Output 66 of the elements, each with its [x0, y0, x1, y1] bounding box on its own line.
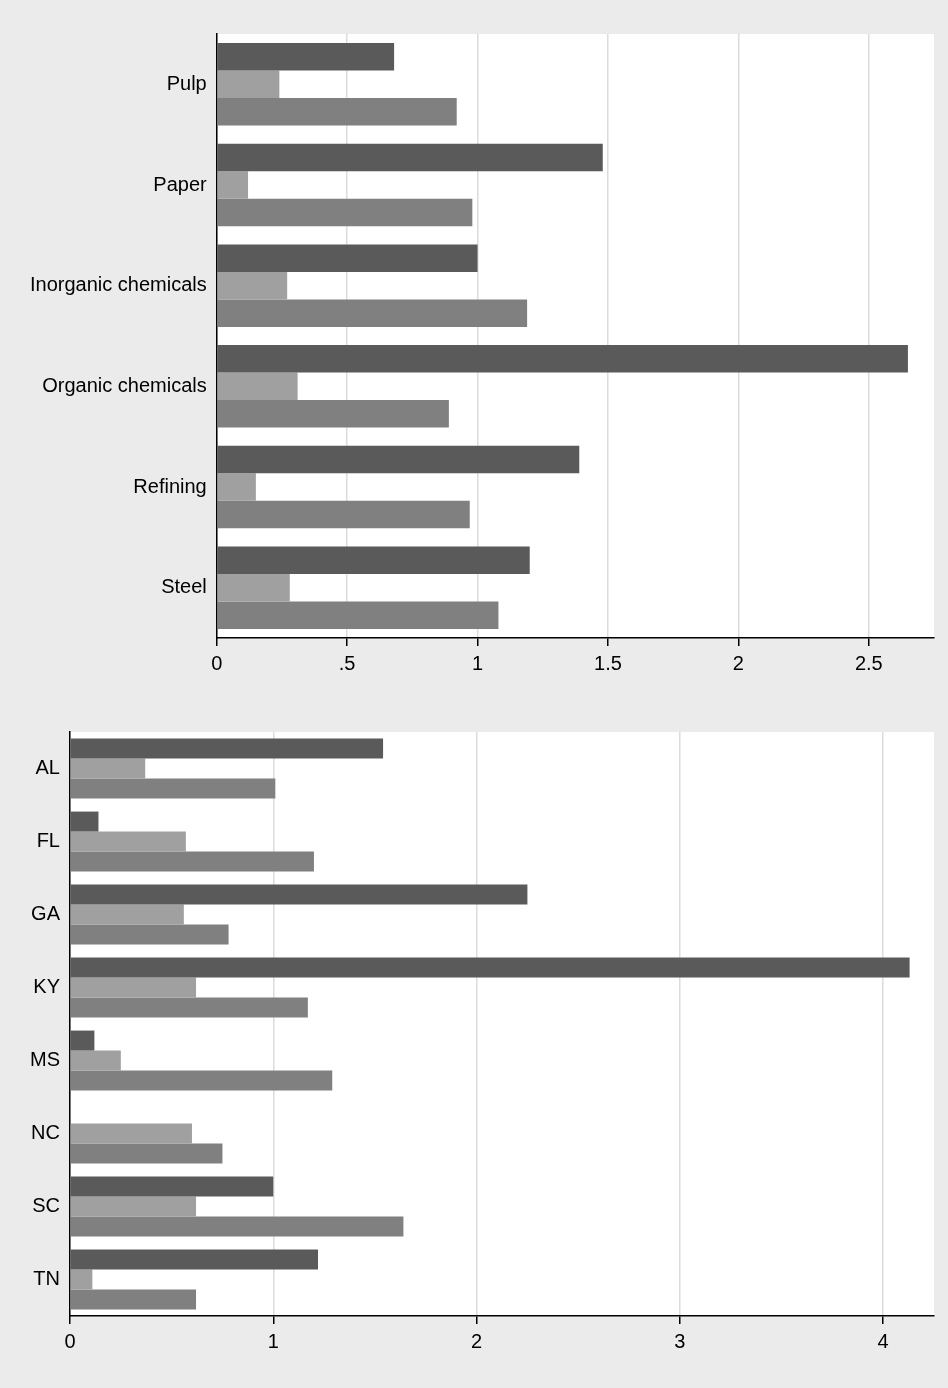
- y-tick-label: Steel: [161, 575, 207, 598]
- x-tick-label: 2.5: [854, 651, 883, 674]
- bar: [70, 758, 146, 779]
- bar: [70, 924, 229, 945]
- bar: [217, 171, 249, 199]
- y-tick-label: NC: [31, 1121, 60, 1144]
- bar: [217, 445, 580, 474]
- bar: [217, 400, 449, 428]
- bar: [70, 738, 384, 759]
- bar: [217, 601, 499, 629]
- x-tick-label: .5: [338, 651, 356, 674]
- bar: [70, 1123, 192, 1144]
- bar: [217, 70, 280, 99]
- x-tick-label: 0: [211, 651, 223, 674]
- bar: [70, 1030, 95, 1051]
- x-tick-label: 4: [877, 1329, 889, 1352]
- y-tick-label: Paper: [153, 172, 208, 195]
- bar: [70, 1070, 333, 1091]
- bar: [70, 957, 910, 978]
- y-tick-label: Refining: [133, 474, 207, 497]
- bar: [217, 573, 290, 602]
- bar: [70, 904, 184, 925]
- bar: [70, 851, 314, 872]
- bar: [70, 831, 186, 852]
- bar: [70, 1269, 93, 1290]
- bar: [70, 1289, 197, 1310]
- y-tick-label: FL: [36, 829, 60, 852]
- y-tick-label: SC: [32, 1194, 60, 1217]
- x-tick-label: 1.5: [594, 651, 622, 674]
- x-tick-label: 3: [674, 1329, 686, 1352]
- y-tick-label: GA: [31, 902, 61, 925]
- y-tick-label: AL: [35, 756, 60, 779]
- bar: [217, 345, 908, 373]
- bar: [70, 977, 197, 998]
- bar: [70, 997, 308, 1018]
- bar: [70, 1216, 404, 1237]
- bar: [217, 98, 457, 126]
- bar: [217, 299, 528, 327]
- y-tick-label: Inorganic chemicals: [30, 273, 207, 296]
- bar: [217, 372, 298, 401]
- x-tick-label: 2: [471, 1329, 483, 1352]
- x-tick-label: 2: [732, 651, 744, 674]
- bar: [70, 1196, 197, 1217]
- bar: [217, 198, 473, 227]
- y-tick-label: Pulp: [166, 71, 207, 94]
- bar: [217, 271, 288, 300]
- bar: [70, 1249, 319, 1270]
- bar: [70, 1143, 223, 1164]
- y-tick-label: KY: [33, 975, 60, 998]
- bar: [70, 811, 99, 832]
- y-tick-label: MS: [30, 1048, 60, 1071]
- bar: [217, 473, 256, 501]
- x-tick-label: 1: [267, 1329, 279, 1352]
- bar: [217, 43, 395, 71]
- x-tick-label: 1: [472, 651, 484, 674]
- x-tick-label: 0: [64, 1329, 76, 1352]
- bar: [217, 546, 530, 574]
- bar: [70, 1176, 274, 1197]
- y-tick-label: TN: [33, 1267, 60, 1290]
- y-tick-label: Organic chemicals: [42, 373, 207, 396]
- bar: [217, 143, 603, 172]
- bar: [217, 244, 478, 272]
- bar: [70, 778, 276, 799]
- bar: [70, 1050, 121, 1071]
- bar: [70, 884, 528, 905]
- bar: [217, 500, 470, 529]
